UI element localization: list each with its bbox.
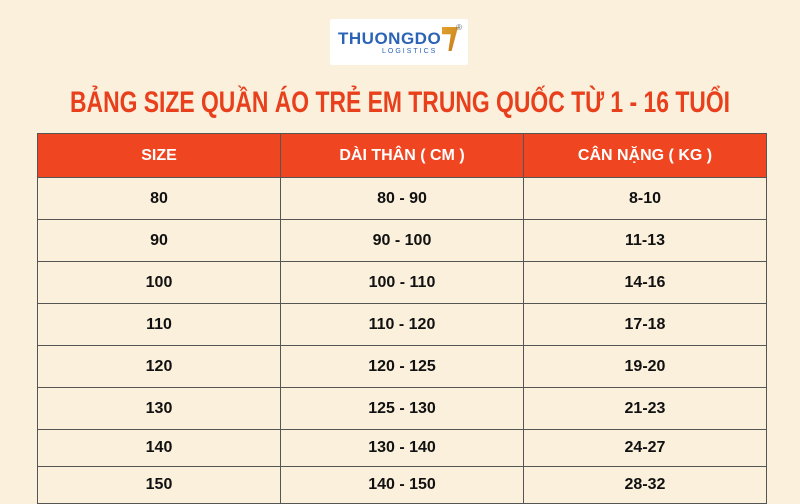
table-cell: 21-23 xyxy=(523,387,767,430)
table-body: 80 80 - 90 8-10 90 90 - 100 11-13 100 100 - 110… xyxy=(37,177,767,504)
header-cell: SIZE xyxy=(37,133,281,178)
table-cell: 110 xyxy=(37,303,281,346)
table-row: 80 80 - 90 8-10 xyxy=(37,177,767,220)
header-cell: DÀI THÂN ( CM ) xyxy=(280,133,524,178)
table-row: 110 110 - 120 17-18 xyxy=(37,303,767,346)
table-cell: 130 xyxy=(37,387,281,430)
table-cell: 17-18 xyxy=(523,303,767,346)
table-cell: 24-27 xyxy=(523,429,767,467)
logo: THUONGDO LOGISTICS ® xyxy=(330,19,468,65)
table-cell: 130 - 140 xyxy=(280,429,524,467)
header-cell: CÂN NẶNG ( KG ) xyxy=(523,133,767,178)
title: BẢNG SIZE QUẦN ÁO TRẺ EM TRUNG QUỐC TỪ 1… xyxy=(70,85,730,119)
table-cell: 80 - 90 xyxy=(280,177,524,220)
table-row: 130 125 - 130 21-23 xyxy=(37,387,767,430)
table-head: SIZE DÀI THÂN ( CM ) CÂN NẶNG ( KG ) xyxy=(37,133,767,178)
logo-name: THUONGDO xyxy=(338,29,442,48)
table-cell: 120 xyxy=(37,345,281,388)
table-cell: 110 - 120 xyxy=(280,303,524,346)
table-cell: 19-20 xyxy=(523,345,767,388)
table-cell: 140 - 150 xyxy=(280,466,524,504)
table-cell: 11-13 xyxy=(523,219,767,262)
table-row: 90 90 - 100 11-13 xyxy=(37,219,767,262)
table-cell: 14-16 xyxy=(523,261,767,304)
header-row: SIZE DÀI THÂN ( CM ) CÂN NẶNG ( KG ) xyxy=(37,133,767,178)
table-cell: 125 - 130 xyxy=(280,387,524,430)
table-cell: 28-32 xyxy=(523,466,767,504)
table-cell: 150 xyxy=(37,466,281,504)
table-cell: 90 - 100 xyxy=(280,219,524,262)
table-row: 140 130 - 140 24-27 xyxy=(37,429,767,467)
table-cell: 100 - 110 xyxy=(280,261,524,304)
table-cell: 80 xyxy=(37,177,281,220)
logo-mark: ® xyxy=(456,23,462,32)
logo-sub: LOGISTICS xyxy=(382,48,438,55)
size-table: SIZE DÀI THÂN ( CM ) CÂN NẶNG ( KG ) 80 80 … xyxy=(37,133,767,504)
table-cell: 100 xyxy=(37,261,281,304)
table-row: 100 100 - 110 14-16 xyxy=(37,261,767,304)
title-box: BẢNG SIZE QUẦN ÁO TRẺ EM TRUNG QUỐC TỪ 1… xyxy=(70,85,730,119)
table-cell: 8-10 xyxy=(523,177,767,220)
table-row: 150 140 - 150 28-32 xyxy=(37,466,767,504)
table-row: 120 120 - 125 19-20 xyxy=(37,345,767,388)
table-cell: 140 xyxy=(37,429,281,467)
table-cell: 120 - 125 xyxy=(280,345,524,388)
table-cell: 90 xyxy=(37,219,281,262)
